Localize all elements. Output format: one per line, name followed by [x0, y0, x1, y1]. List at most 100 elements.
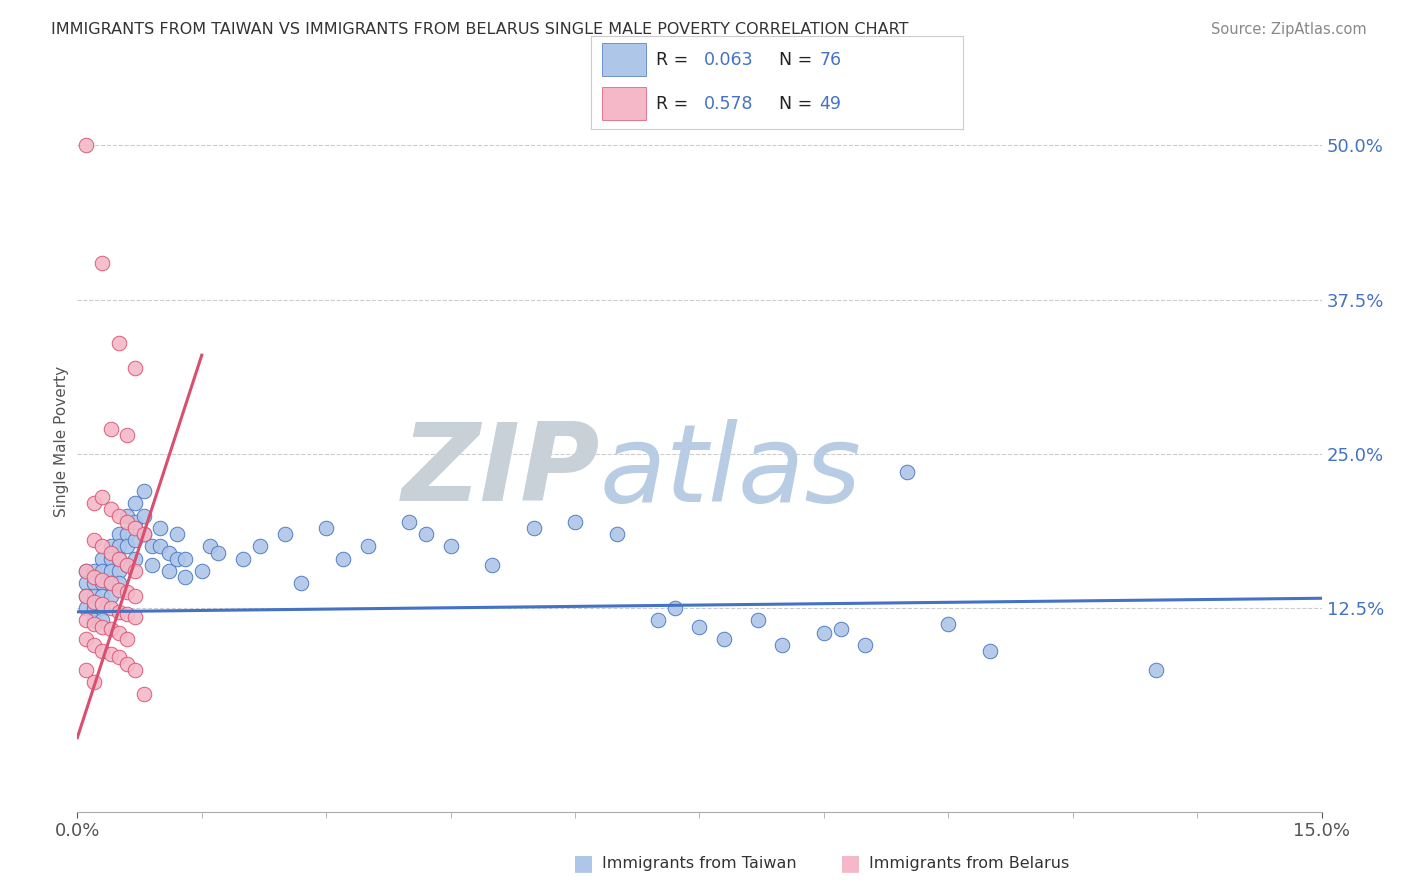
Point [83, 595, 105, 609]
Point [108, 540, 131, 554]
Point [100, 576, 122, 591]
Point [83, 614, 105, 628]
Point [398, 515, 420, 529]
Text: ■: ■ [574, 854, 593, 873]
Point [149, 540, 172, 554]
Point [83, 533, 105, 548]
Point [124, 663, 146, 677]
Point [606, 527, 628, 541]
Point [191, 564, 214, 578]
Point [91, 614, 114, 628]
Point [108, 508, 131, 523]
Point [108, 582, 131, 597]
Point [124, 564, 146, 578]
Point [108, 335, 131, 350]
Point [124, 515, 146, 529]
Text: R =: R = [655, 51, 693, 69]
Y-axis label: Single Male Poverty: Single Male Poverty [53, 366, 69, 517]
Point [75, 589, 97, 603]
Point [75, 564, 97, 578]
Point [115, 540, 138, 554]
Point [83, 496, 105, 510]
Point [896, 466, 918, 480]
Bar [602, 43, 647, 76]
Point [332, 551, 354, 566]
Point [290, 576, 312, 591]
Point [1144, 663, 1167, 677]
Point [415, 527, 437, 541]
Point [132, 527, 155, 541]
Point [772, 638, 794, 652]
Point [132, 688, 155, 702]
Point [75, 632, 97, 646]
Point [440, 540, 463, 554]
Point [664, 601, 686, 615]
Point [564, 515, 586, 529]
Point [75, 601, 97, 615]
Point [274, 527, 297, 541]
Point [91, 598, 114, 612]
Point [75, 663, 97, 677]
Point [174, 551, 197, 566]
Point [83, 564, 105, 578]
Point [83, 589, 105, 603]
Point [141, 558, 163, 572]
Point [157, 545, 180, 560]
Point [938, 617, 960, 632]
Point [830, 622, 852, 636]
Text: 0.063: 0.063 [704, 51, 754, 69]
Point [75, 138, 97, 153]
Point [166, 551, 188, 566]
Point [91, 644, 114, 658]
Text: Immigrants from Belarus: Immigrants from Belarus [869, 856, 1069, 871]
Point [83, 675, 105, 690]
Point [100, 551, 122, 566]
Point [75, 576, 97, 591]
Point [83, 601, 105, 615]
Point [689, 619, 711, 633]
Point [115, 428, 138, 442]
Point [174, 570, 197, 584]
Point [83, 617, 105, 632]
Point [108, 551, 131, 566]
Point [132, 483, 155, 498]
Point [100, 601, 122, 615]
Point [100, 422, 122, 436]
Point [198, 540, 221, 554]
Point [141, 540, 163, 554]
Point [108, 650, 131, 665]
Point [108, 564, 131, 578]
Point [855, 638, 877, 652]
Point [124, 589, 146, 603]
Point [647, 614, 669, 628]
Text: 0.578: 0.578 [704, 95, 754, 112]
Text: Source: ZipAtlas.com: Source: ZipAtlas.com [1211, 22, 1367, 37]
Point [100, 622, 122, 636]
Point [100, 545, 122, 560]
Point [100, 576, 122, 591]
Point [232, 551, 254, 566]
Point [747, 614, 769, 628]
Point [115, 558, 138, 572]
Point [91, 564, 114, 578]
Point [207, 545, 229, 560]
Point [124, 521, 146, 535]
Text: N =: N = [779, 51, 817, 69]
Point [83, 570, 105, 584]
Text: atlas: atlas [600, 418, 862, 524]
Point [100, 564, 122, 578]
Point [124, 551, 146, 566]
Point [91, 540, 114, 554]
Point [83, 638, 105, 652]
Point [91, 573, 114, 587]
Point [124, 360, 146, 375]
Point [75, 564, 97, 578]
Point [100, 540, 122, 554]
Point [132, 508, 155, 523]
Point [713, 632, 735, 646]
Text: IMMIGRANTS FROM TAIWAN VS IMMIGRANTS FROM BELARUS SINGLE MALE POVERTY CORRELATIO: IMMIGRANTS FROM TAIWAN VS IMMIGRANTS FRO… [51, 22, 908, 37]
Point [91, 551, 114, 566]
Point [91, 589, 114, 603]
Point [132, 527, 155, 541]
Point [523, 521, 546, 535]
